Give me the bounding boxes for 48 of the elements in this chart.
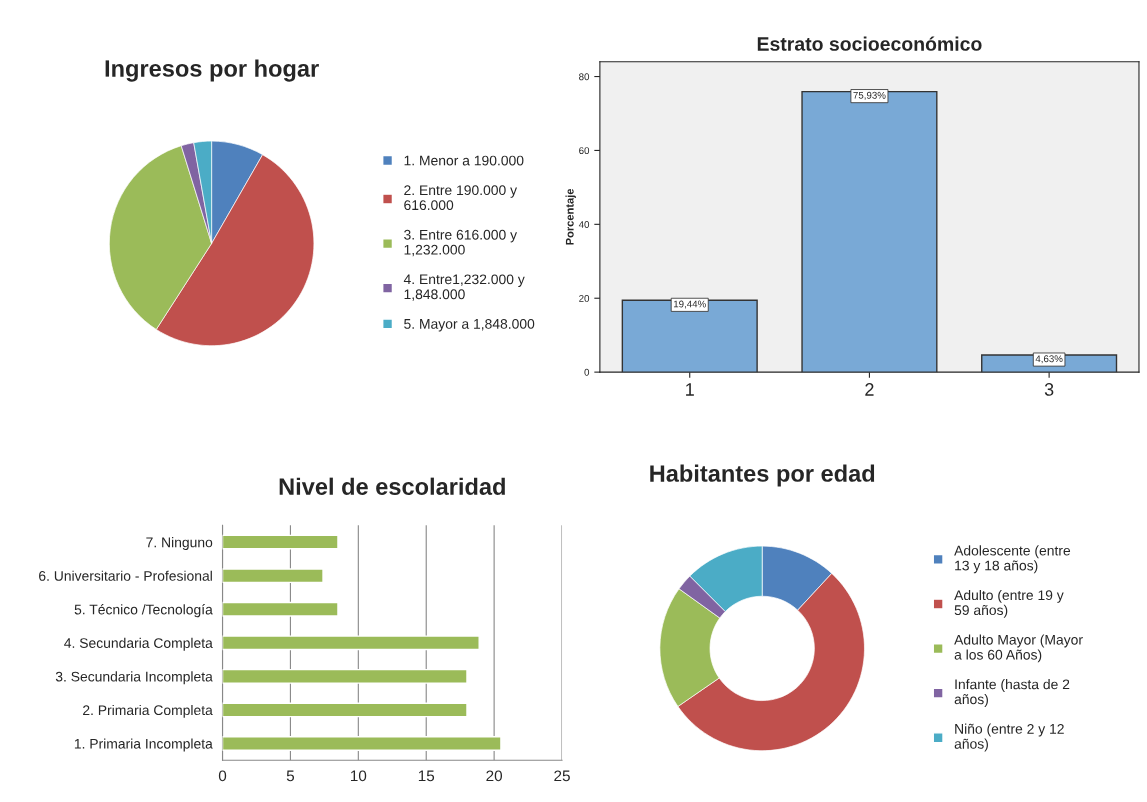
bar	[222, 601, 339, 617]
bar	[222, 534, 339, 550]
bar	[222, 668, 468, 684]
x-tick-label: 10	[350, 770, 367, 782]
legend-label: Adulto Mayor (Mayor a los 60 Años)	[954, 634, 1083, 663]
y-tick-label: 20	[579, 294, 590, 302]
y-tick-label: 5. Técnico /Tecnología	[74, 604, 213, 618]
bar	[222, 635, 480, 651]
x-tick-label: 3	[1044, 383, 1054, 396]
bar	[801, 90, 938, 373]
legend-label: 5. Mayor a 1,848.000	[404, 318, 535, 332]
bar	[621, 299, 758, 373]
y-tick-label: 80	[579, 73, 590, 81]
data-label: 4,63%	[1035, 355, 1063, 364]
y-tick-label: 40	[578, 221, 590, 228]
x-tick-label: 15	[418, 770, 435, 782]
legend-label: Adulto (entre 19 y 59 años)	[954, 589, 1064, 618]
legend-label: Adolescente (entre 13 y 18 años)	[954, 545, 1071, 574]
y-tick-label: 7. Ninguno	[146, 537, 213, 551]
x-tick-label: 1	[686, 383, 694, 396]
chart-title: Habitantes por edad	[650, 464, 875, 487]
x-tick-label: 5	[286, 770, 295, 782]
chart-title: Estrato socioeconómico	[757, 36, 982, 51]
legend-label: Niño (entre 2 y 12 años)	[954, 723, 1064, 752]
bar	[222, 568, 324, 584]
bar	[222, 702, 468, 718]
x-tick-label: 2	[865, 383, 874, 396]
legend-label: 3. Entre 616.000 y 1,232.000	[404, 229, 518, 257]
x-tick-label: 25	[554, 770, 570, 782]
legend-label: 2. Entre 190.000 y 616.000	[404, 185, 518, 211]
bar	[222, 736, 502, 751]
data-label: 19,44%	[673, 300, 706, 309]
y-tick-label: 0	[584, 368, 590, 376]
y-tick-label: 6. Universitario - Profesional	[39, 570, 212, 581]
y-axis-title: Porcentaje	[565, 188, 576, 245]
data-label: 75,93%	[853, 91, 886, 100]
y-tick-label: 60	[579, 147, 590, 155]
chart-title: Ingresos por hogar	[105, 59, 319, 82]
legend-label: 4. Entre1,232.000 y 1,848.000	[403, 274, 525, 301]
legend-label: 1. Menor a 190.000	[404, 155, 524, 166]
legend-label: Infante (hasta de 2 años)	[954, 679, 1070, 707]
y-tick-label: 4. Secundaria Completa	[64, 637, 213, 651]
x-tick-label: 0	[218, 770, 227, 782]
y-tick-label: 3. Secundaria Incompleta	[55, 671, 213, 685]
y-tick-label: 2. Primaria Completa	[83, 704, 213, 718]
chart-title: Nivel de escolaridad	[279, 477, 505, 495]
x-tick-label: 20	[486, 770, 503, 782]
y-tick-label: 1. Primaria Incompleta	[74, 738, 213, 752]
